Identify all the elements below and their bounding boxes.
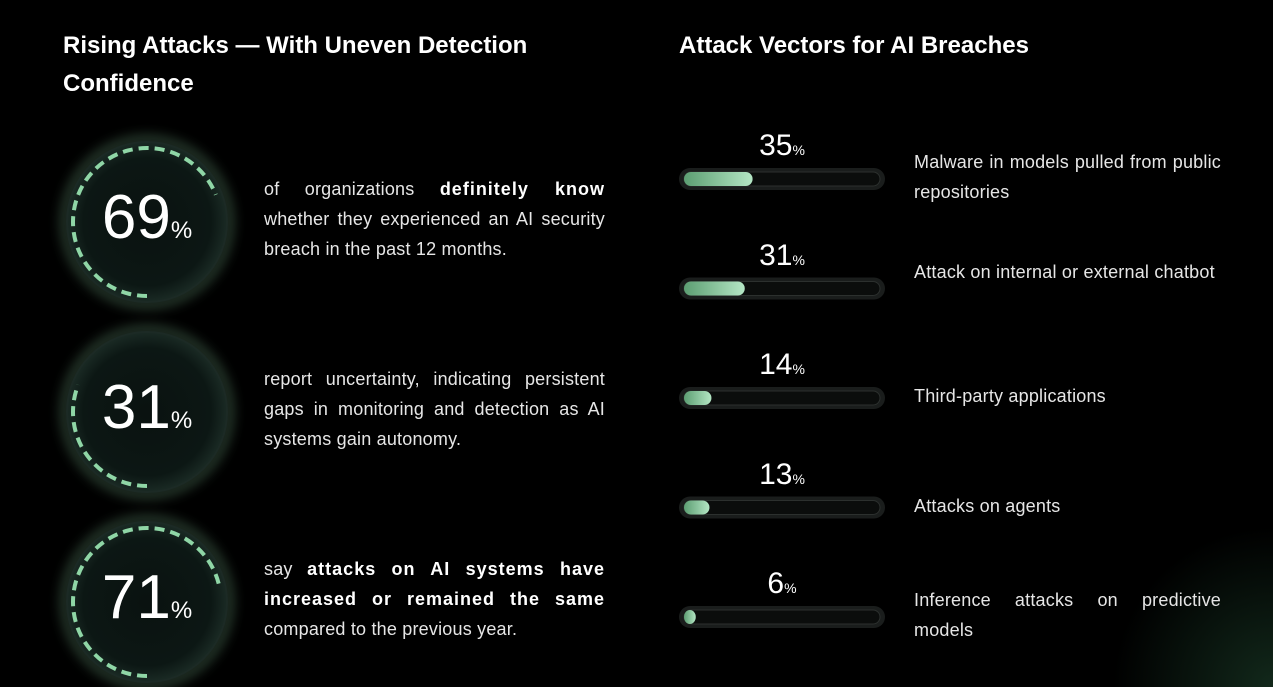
value-label: 35% bbox=[680, 129, 884, 163]
value-label: 14% bbox=[680, 348, 884, 382]
gauge-arc bbox=[71, 146, 218, 298]
value-number: 31 bbox=[101, 373, 171, 442]
section-title: Attack Vectors for AI Breaches bbox=[679, 32, 1029, 59]
gauge-value: 71% bbox=[65, 562, 229, 633]
description: of organizations definitely know whether… bbox=[264, 174, 605, 264]
value-unit: % bbox=[170, 217, 193, 244]
bar bbox=[684, 172, 753, 186]
value-unit: % bbox=[170, 407, 193, 434]
bar-track-inner bbox=[683, 500, 881, 515]
gauge-arc bbox=[71, 526, 221, 678]
bar bbox=[684, 500, 710, 515]
value-unit: % bbox=[170, 597, 193, 624]
section-title: Rising Attacks — With Uneven Detection C… bbox=[63, 32, 528, 97]
bar-track-inner bbox=[683, 609, 881, 625]
value-unit: % bbox=[784, 580, 797, 596]
description: say attacks on AI systems have increased… bbox=[264, 554, 605, 644]
description-text: report uncertainty, indicating persisten… bbox=[264, 369, 605, 449]
gauge-value: 69% bbox=[65, 182, 229, 253]
value-number: 35 bbox=[759, 129, 793, 162]
category-label: Attack on internal or external chatbot bbox=[914, 261, 1215, 282]
bar bbox=[684, 391, 712, 405]
gauge-glow bbox=[61, 516, 233, 687]
gauge-disc bbox=[66, 331, 228, 493]
description-text: definitely know bbox=[439, 179, 605, 199]
value-number: 14 bbox=[759, 348, 793, 381]
gauge-glow bbox=[61, 136, 233, 308]
bar bbox=[684, 610, 696, 624]
description-text: attacks on AI systems have increased or … bbox=[264, 559, 606, 609]
bar bbox=[684, 281, 745, 296]
description-text: of organizations bbox=[264, 179, 440, 199]
description-text: say bbox=[264, 559, 308, 579]
category-label: Attacks on agents bbox=[914, 495, 1061, 516]
value-unit: % bbox=[792, 251, 805, 268]
value-label: 6% bbox=[680, 567, 884, 601]
value-number: 13 bbox=[759, 457, 793, 491]
gauge-value: 31% bbox=[65, 372, 229, 443]
value-number: 31 bbox=[759, 238, 793, 272]
description-text: compared to the previous year. bbox=[264, 619, 518, 639]
bar-track-inner bbox=[683, 390, 881, 406]
value-label: 31% bbox=[680, 239, 884, 273]
description-text: whether they experienced an AI security … bbox=[264, 209, 605, 259]
value-unit: % bbox=[792, 142, 805, 158]
value-number: 6 bbox=[767, 567, 785, 600]
category-label: Inference attacks on predictive models bbox=[914, 590, 1221, 640]
gauge-disc bbox=[66, 141, 228, 303]
gauge-arc bbox=[71, 384, 148, 488]
value-number: 69 bbox=[101, 183, 171, 252]
gauge-disc bbox=[66, 521, 228, 683]
category-label: Malware in models pulled from public rep… bbox=[914, 152, 1221, 202]
category-label: Third-party applications bbox=[914, 386, 1106, 406]
description: report uncertainty, indicating persisten… bbox=[264, 364, 605, 454]
value-unit: % bbox=[792, 361, 805, 377]
value-unit: % bbox=[792, 470, 805, 487]
value-label: 13% bbox=[680, 458, 884, 492]
value-number: 71 bbox=[101, 563, 171, 632]
gauge-glow bbox=[61, 326, 233, 498]
